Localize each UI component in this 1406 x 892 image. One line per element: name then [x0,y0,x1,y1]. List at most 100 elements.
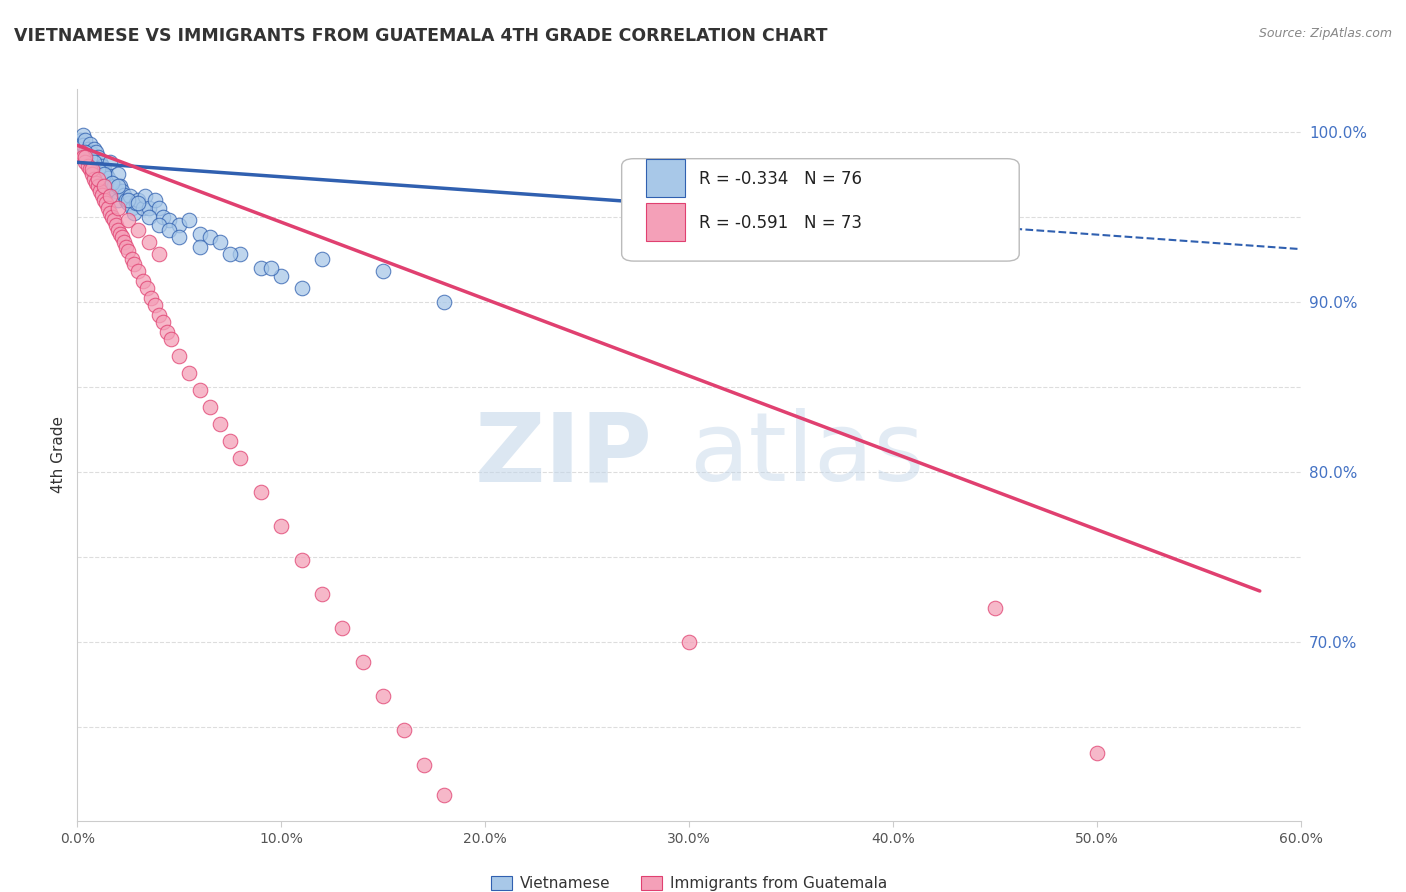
Point [87,172,110,186]
Point [112,187,135,202]
Point [229,247,252,261]
Point [90,187,112,202]
Point [97,170,120,185]
Point [260,260,283,275]
Point [80,150,103,164]
Point [93,162,115,177]
Point [107,223,129,237]
Text: Source: ZipAtlas.com: Source: ZipAtlas.com [1258,27,1392,40]
Point [117,193,139,207]
Point [160,332,183,346]
Point [76,142,98,156]
Point [79,136,101,151]
Point [76,159,98,173]
Point [87,167,110,181]
Point [101,176,124,190]
Point [311,587,333,601]
Point [209,417,232,432]
Point [198,401,221,415]
Point [678,635,700,649]
Point [103,179,125,194]
Point [188,384,211,398]
Point [209,235,232,250]
Point [352,656,374,670]
Point [80,167,103,181]
Point [107,193,129,207]
Text: atlas: atlas [689,409,924,501]
Point [474,836,496,850]
Point [108,227,131,241]
Point [111,184,134,198]
Point [108,179,131,194]
Text: ZIP: ZIP [474,409,652,501]
Point [188,240,211,254]
Point [89,155,111,169]
Point [433,788,456,802]
Point [75,150,97,164]
Point [75,145,97,160]
Point [87,150,110,164]
Point [115,193,138,207]
Point [107,179,129,194]
Point [169,230,191,244]
Point [270,269,292,284]
Point [131,201,153,215]
Point [148,309,170,323]
Point [75,133,97,147]
Point [148,219,170,233]
Point [148,201,170,215]
Point [70,145,93,160]
Point [1085,746,1108,760]
FancyBboxPatch shape [647,160,685,197]
Point [79,150,101,164]
Point [89,184,111,198]
Point [156,326,179,340]
Point [79,162,101,177]
Point [291,281,314,295]
Point [413,757,436,772]
Point [89,162,111,177]
Point [143,193,166,207]
Point [75,155,97,169]
Point [98,155,121,169]
Point [120,189,142,203]
Text: R = -0.334   N = 76: R = -0.334 N = 76 [699,170,862,188]
Point [138,235,160,250]
Point [83,153,105,168]
Point [101,176,124,190]
Point [84,145,107,160]
Point [135,281,157,295]
Point [138,201,160,215]
Point [111,230,134,244]
Point [148,247,170,261]
Point [152,210,174,224]
Point [94,167,117,181]
Point [143,298,166,312]
Point [72,138,94,153]
Point [371,264,394,278]
Point [392,723,415,738]
Point [98,189,121,203]
Y-axis label: 4th Grade: 4th Grade [51,417,66,493]
Point [128,193,150,207]
Point [198,230,221,244]
Point [107,167,129,181]
Point [179,213,201,227]
Point [371,690,394,704]
Point [515,877,537,891]
Point [121,201,143,215]
Point [93,193,115,207]
Point [270,519,292,533]
Point [984,601,1007,615]
Point [97,201,120,215]
Point [125,196,148,211]
Point [117,196,139,211]
Point [124,206,146,220]
FancyBboxPatch shape [621,159,1019,261]
Point [79,145,101,160]
Point [83,172,105,186]
Point [83,155,105,169]
Point [93,176,115,190]
Point [128,223,150,237]
Point [229,451,252,466]
